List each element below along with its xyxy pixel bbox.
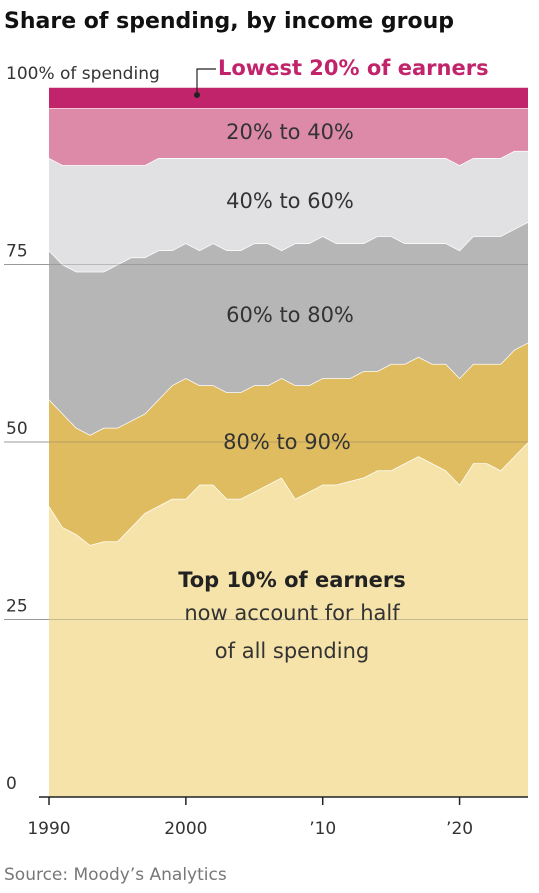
- x-tick-label: ’20: [446, 819, 473, 839]
- chart-title: Share of spending, by income group: [4, 9, 454, 34]
- series-label: 40% to 60%: [226, 189, 354, 213]
- source: Source: Moody’s Analytics: [4, 865, 227, 885]
- x-tick-label: ’10: [309, 819, 336, 839]
- area: [49, 221, 528, 435]
- annotation: of all spending: [215, 639, 369, 663]
- y-tick-label: 100% of spending: [6, 64, 160, 84]
- y-tick-label: 50: [6, 419, 28, 439]
- series-label: 20% to 40%: [226, 120, 354, 144]
- x-tick-label: 1990: [27, 819, 70, 839]
- series-label: Lowest 20% of earners: [218, 56, 489, 80]
- y-tick-label: 75: [6, 242, 28, 262]
- area: [49, 87, 528, 109]
- y-tick-label: 25: [6, 597, 28, 617]
- area: [49, 150, 528, 272]
- leader-dot: [194, 92, 200, 98]
- x-tick-label: 2000: [164, 819, 207, 839]
- series-label: 80% to 90%: [223, 430, 351, 454]
- area: [49, 342, 528, 545]
- area: [49, 442, 528, 797]
- series-label: 60% to 80%: [226, 303, 354, 327]
- y-tick-label: 0: [6, 774, 17, 794]
- leader-line: [196, 68, 216, 95]
- series-label: Top 10% of earners: [178, 568, 406, 592]
- area: [49, 108, 528, 166]
- annotation: now account for half: [184, 601, 400, 625]
